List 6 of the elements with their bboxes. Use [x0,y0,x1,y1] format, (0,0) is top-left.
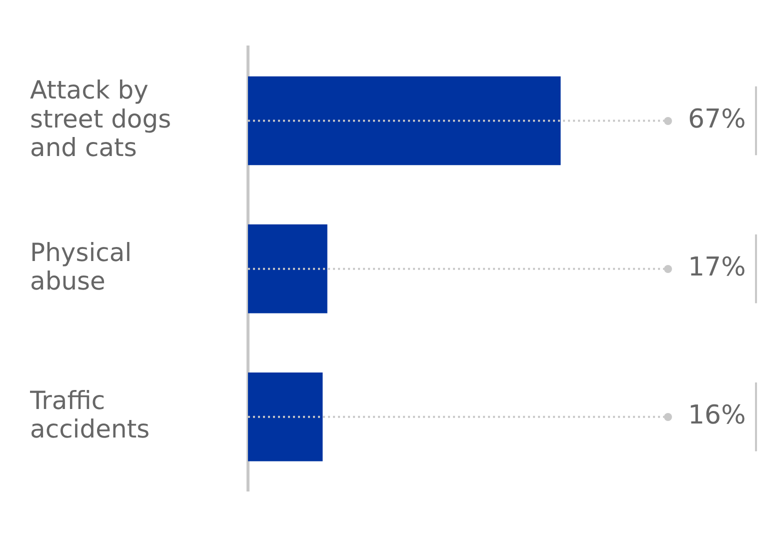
y-tick-label: Physical abuse [30,238,132,296]
y-tick-label: Traffic accidents [29,386,150,444]
y-tick-label: Attack by street dogs and cats [30,76,172,162]
data-label: 17% [688,252,746,283]
data-label: 16% [688,400,746,431]
data-label: 67% [688,104,746,135]
